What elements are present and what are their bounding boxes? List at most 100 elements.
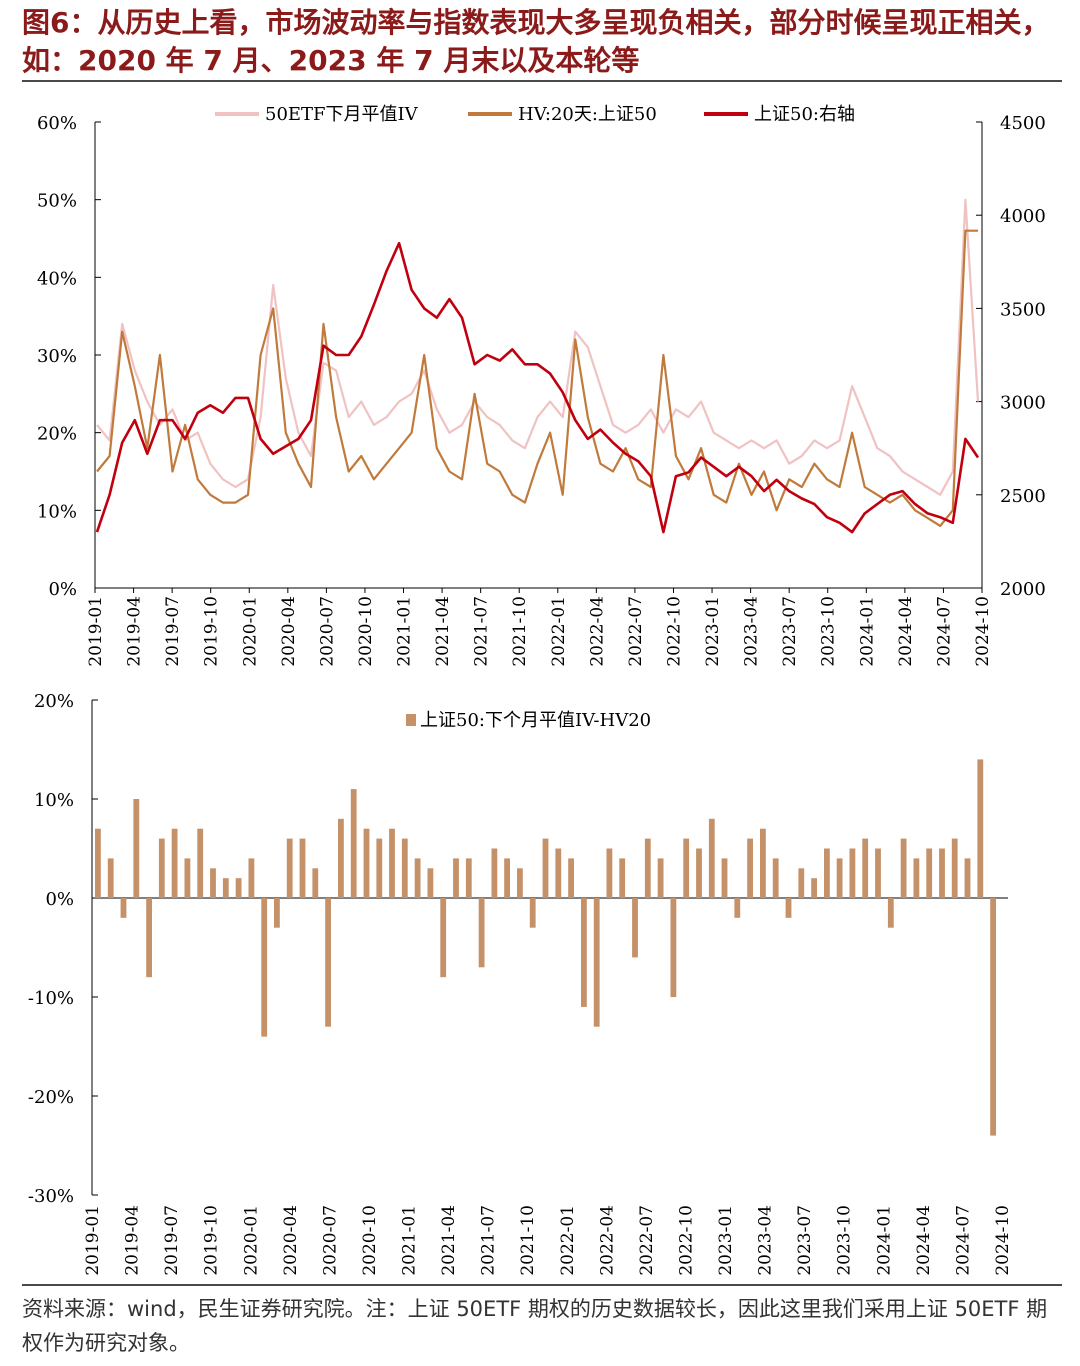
spread-bar (222, 878, 229, 898)
x-tick-label: 2021-07 (472, 596, 492, 667)
left-tick-label: 60% (37, 113, 77, 134)
x-tick-label: 2020-07 (320, 1205, 340, 1276)
spread-bar (517, 868, 523, 898)
legend-label: HV:20天:上证50 (518, 104, 657, 125)
spread-bar (440, 898, 447, 978)
x-tick-label: 2019-07 (162, 1205, 182, 1276)
y-tick-label: 0% (45, 889, 74, 910)
spread-bar (184, 858, 191, 898)
x-tick-label: 2023-04 (756, 1205, 776, 1276)
spread-bar (286, 838, 293, 898)
x-tick-label: 2020-07 (317, 596, 337, 667)
spread-bar (849, 848, 856, 898)
x-tick-label: 2023-01 (703, 596, 723, 667)
left-tick-label: 20% (37, 424, 77, 445)
spread-bar (568, 858, 574, 898)
series-line-0 (96, 198, 980, 496)
x-tick-label: 2023-01 (716, 1205, 736, 1276)
x-tick-label: 2023-07 (780, 596, 800, 667)
spread-bar (171, 828, 178, 898)
x-tick-label: 2024-04 (896, 596, 916, 667)
spread-bar (785, 898, 792, 918)
spread-bar (644, 838, 651, 898)
top-chart-series (95, 198, 980, 534)
right-tick-label: 4000 (1000, 206, 1046, 227)
spread-bar (696, 848, 702, 898)
x-tick-label: 2019-04 (123, 1205, 143, 1276)
right-tick-label: 3000 (1000, 393, 1046, 414)
spread-bar (158, 838, 165, 898)
spread-bar (248, 858, 255, 898)
top-chart-legend: 50ETF下月平值IV HV:20天:上证50 上证50:右轴 (215, 104, 855, 125)
spread-bar (951, 838, 958, 898)
left-tick-label: 40% (37, 268, 77, 289)
x-tick-label: 2022-04 (597, 1205, 617, 1276)
top-chart-axes: 0% 10% 20% 30% 40% 50% 60% 2000 2500 3000 3500 4000… (37, 113, 1046, 667)
x-tick-label: 2021-10 (510, 596, 530, 667)
x-tick-label: 2019-04 (125, 596, 145, 667)
y-tick-label: 10% (34, 790, 74, 811)
spread-bar (747, 838, 753, 898)
spread-bar (338, 818, 344, 898)
spread-bar (581, 898, 587, 1007)
legend-label: 上证50:下个月平值IV-HV20 (420, 710, 651, 731)
left-tick-label: 0% (48, 579, 77, 600)
x-tick-label: 2023-07 (795, 1205, 815, 1276)
spread-bar (772, 858, 779, 898)
x-tick-label: 2020-10 (360, 1205, 380, 1276)
spread-bar (798, 868, 805, 898)
x-tick-label: 2023-10 (819, 596, 839, 667)
spread-bar (670, 898, 677, 997)
y-tick-label: -20% (28, 1087, 74, 1108)
x-tick-label: 2022-01 (558, 1205, 578, 1276)
spread-bar (542, 838, 549, 898)
x-tick-label: 2022-10 (676, 1205, 696, 1276)
spread-bar (107, 858, 114, 898)
x-tick-label: 2019-07 (163, 596, 183, 667)
spread-bar (133, 799, 140, 898)
spread-bar (274, 898, 280, 928)
spread-bar (427, 868, 434, 898)
spread-bar (235, 878, 242, 898)
series-line-1 (96, 229, 978, 527)
spread-bar (504, 858, 510, 898)
spread-bar (389, 828, 395, 898)
y-tick-label: 20% (34, 691, 74, 712)
spread-bar (529, 898, 536, 928)
spread-bar (350, 789, 357, 898)
x-tick-label: 2020-04 (279, 596, 299, 667)
spread-bar (606, 848, 613, 898)
spread-bar (146, 898, 152, 978)
spread-bar (824, 848, 830, 898)
x-tick-label: 2024-10 (973, 596, 993, 667)
spread-bar (760, 828, 766, 898)
spread-bar (836, 858, 843, 898)
left-tick-label: 30% (37, 346, 77, 367)
spread-bar (862, 838, 869, 898)
spread-bar (887, 898, 894, 928)
page-title: 图6：从历史上看，市场波动率与指数表现大多呈现负相关，部分时候呈现正相关，如：2… (22, 6, 1050, 77)
x-tick-label: 2024-10 (993, 1205, 1013, 1276)
iv-hv-spread-bar-chart: 上证50:下个月平值IV-HV20 20% 10% 0% -10% -20% -30% 20… (28, 691, 1013, 1276)
legend-swatch (406, 714, 416, 726)
x-tick-label: 2021-10 (518, 1205, 538, 1276)
x-tick-label: 2022-07 (626, 596, 646, 667)
y-tick-label: -30% (28, 1186, 74, 1207)
x-tick-label: 2022-01 (549, 596, 569, 667)
left-tick-label: 50% (37, 191, 77, 212)
spread-bar (708, 818, 715, 898)
x-tick-label: 2021-04 (433, 596, 453, 667)
footer-divider (22, 1284, 1062, 1286)
spread-bar (721, 858, 728, 898)
spread-bar (977, 759, 984, 898)
x-tick-label: 2020-01 (240, 596, 260, 667)
spread-bar (120, 898, 127, 918)
spread-bar (619, 858, 626, 898)
right-tick-label: 4500 (1000, 113, 1046, 134)
spread-bar (478, 898, 485, 968)
y-tick-label: -10% (28, 988, 74, 1009)
spread-bar (913, 858, 920, 898)
source-note: 资料来源：wind，民生证券研究院。注：上证 50ETF 期权的历史数据较长，因… (22, 1297, 1048, 1355)
x-tick-label: 2021-01 (395, 596, 415, 667)
bottom-chart-legend: 上证50:下个月平值IV-HV20 (406, 710, 651, 731)
